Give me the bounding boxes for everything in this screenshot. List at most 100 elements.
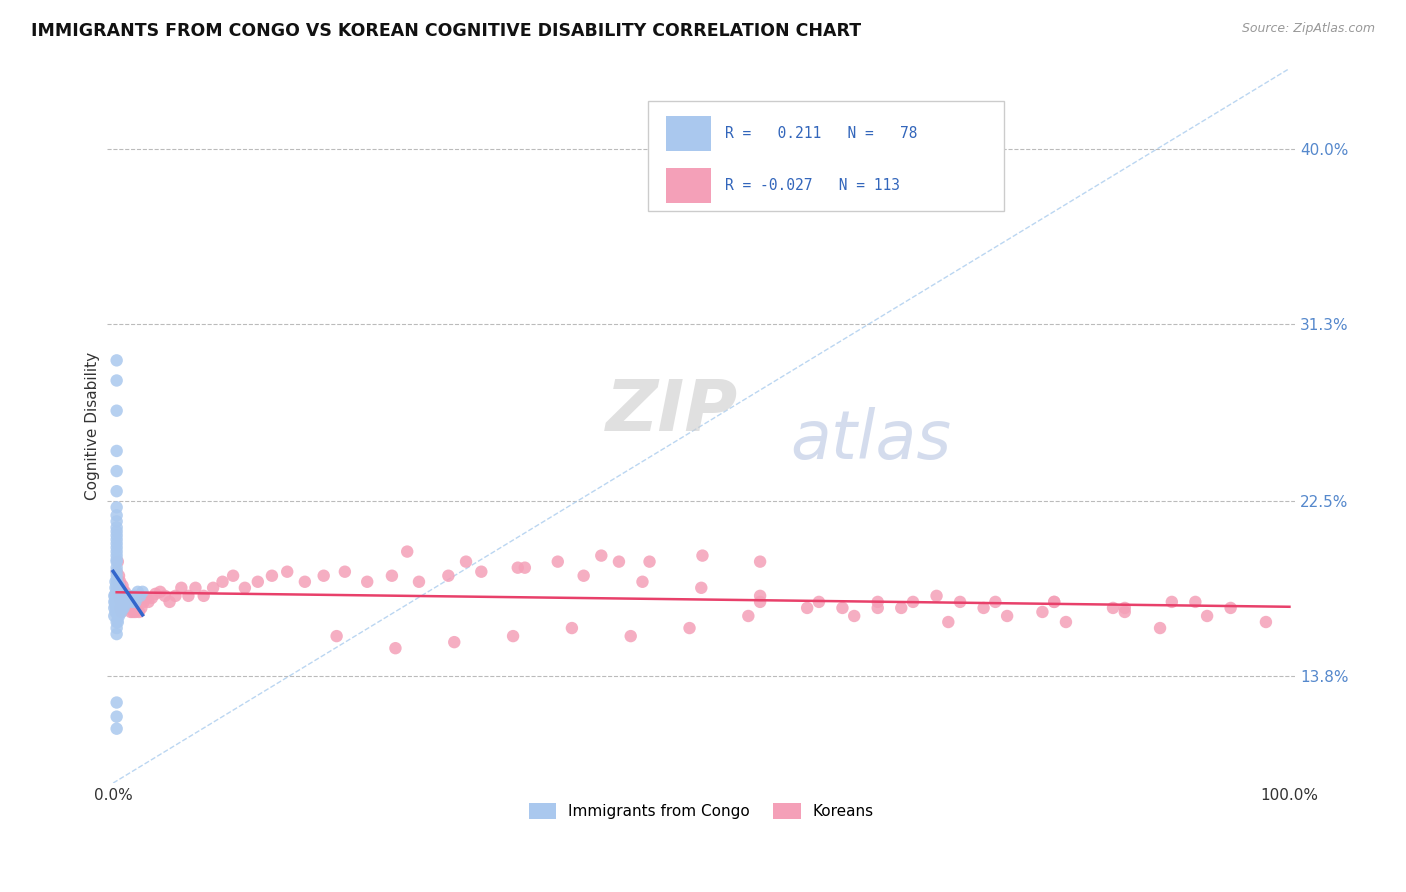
Point [114, 593, 136, 607]
Point [690, 581, 713, 595]
Point [105, 555, 128, 569]
Point [110, 599, 132, 613]
Point [104, 589, 127, 603]
Point [105, 520, 128, 534]
Point [737, 609, 759, 624]
Point [443, 635, 465, 649]
Point [112, 595, 135, 609]
Point [112, 601, 135, 615]
Point [620, 629, 643, 643]
Point [222, 568, 245, 582]
Point [128, 605, 150, 619]
Point [844, 609, 866, 624]
Point [1219, 601, 1241, 615]
Point [104, 581, 127, 595]
Point [107, 601, 129, 615]
Point [107, 581, 129, 595]
Point [115, 595, 138, 609]
Point [454, 555, 477, 569]
Point [114, 584, 136, 599]
Point [631, 574, 654, 589]
Point [973, 601, 995, 615]
Point [1043, 595, 1066, 609]
Point [105, 696, 128, 710]
Point [108, 601, 131, 615]
Point [936, 615, 959, 629]
Point [110, 589, 132, 603]
Point [108, 584, 131, 599]
Point [105, 573, 128, 587]
Point [104, 574, 127, 589]
Point [107, 609, 129, 624]
Point [333, 565, 356, 579]
Point [749, 589, 772, 603]
Point [1254, 615, 1277, 629]
Point [107, 595, 129, 609]
Point [108, 584, 131, 599]
Point [111, 587, 134, 601]
Point [138, 595, 160, 609]
Point [1043, 595, 1066, 609]
Point [502, 629, 524, 643]
Point [506, 560, 529, 574]
Point [127, 584, 149, 599]
Point [111, 595, 134, 609]
Point [105, 541, 128, 555]
Point [153, 589, 176, 603]
Point [118, 601, 141, 615]
Point [115, 589, 138, 603]
Point [1149, 621, 1171, 635]
Point [866, 601, 889, 615]
Point [105, 353, 128, 368]
Point [141, 591, 163, 605]
Point [108, 601, 131, 615]
Point [437, 568, 460, 582]
Point [105, 403, 128, 417]
Point [1031, 605, 1053, 619]
Point [105, 464, 128, 478]
Point [105, 528, 128, 542]
Point [866, 595, 889, 609]
Point [115, 595, 138, 609]
Point [122, 605, 145, 619]
Point [356, 574, 378, 589]
Point [108, 593, 131, 607]
Point [470, 565, 492, 579]
FancyBboxPatch shape [665, 169, 711, 202]
Point [107, 555, 129, 569]
Point [105, 374, 128, 388]
Point [105, 627, 128, 641]
Point [124, 601, 146, 615]
Point [1054, 615, 1077, 629]
Point [104, 587, 127, 601]
Point [111, 601, 134, 615]
Point [105, 565, 128, 579]
Point [103, 589, 125, 603]
Point [276, 565, 298, 579]
Point [112, 584, 135, 599]
Point [890, 601, 912, 615]
Point [211, 574, 233, 589]
Point [121, 595, 143, 609]
Text: IMMIGRANTS FROM CONGO VS KOREAN COGNITIVE DISABILITY CORRELATION CHART: IMMIGRANTS FROM CONGO VS KOREAN COGNITIV… [31, 22, 860, 40]
Point [108, 597, 131, 611]
Point [115, 601, 138, 615]
Text: R = -0.027   N = 113: R = -0.027 N = 113 [725, 178, 900, 193]
Point [561, 621, 583, 635]
FancyBboxPatch shape [648, 101, 1004, 211]
Point [312, 568, 335, 582]
Point [105, 576, 128, 591]
Point [572, 568, 595, 582]
Text: R =   0.211   N =   78: R = 0.211 N = 78 [725, 126, 918, 141]
Point [105, 549, 128, 563]
Point [202, 581, 225, 595]
Point [108, 601, 131, 615]
Point [105, 621, 128, 635]
Point [108, 595, 131, 609]
FancyBboxPatch shape [665, 116, 711, 151]
Point [103, 609, 125, 624]
Point [260, 568, 283, 582]
Point [108, 574, 131, 589]
Point [145, 587, 167, 601]
Point [105, 444, 128, 458]
